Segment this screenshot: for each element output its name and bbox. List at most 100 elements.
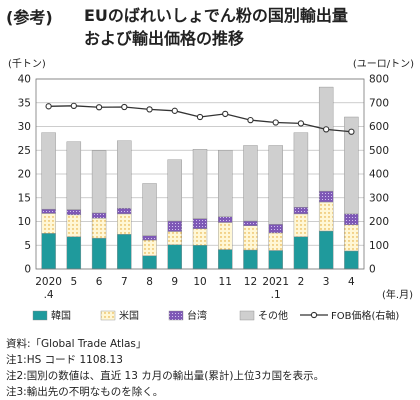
note-2: 注2:国別の数値は、直近 13 カ月の輸出量(累計)上位3カ国を表示。 [6,370,325,382]
x-tick-label: 8 [146,276,153,288]
bar-taiwan [117,207,132,215]
fob-price-point [171,107,178,114]
fob-price-point [348,128,355,135]
legend-usa-swatch [100,310,116,321]
x-axis-unit: (年.月) [382,288,413,301]
fob-price-point [121,103,128,111]
right-tick-label: 800 [369,74,389,86]
bar-other [142,183,157,236]
bar-usa [192,228,208,246]
bar-other [91,150,107,214]
legend-usa-label: 米国 [119,309,139,322]
legend: 韓国 米国 台湾 その他 FOB価格(右軸) [32,309,399,322]
bar-usa [117,213,132,235]
legend-taiwan-swatch [168,310,184,321]
legend-fob-label: FOB価格(右軸) [331,309,399,322]
left-tick-label: 20 [18,169,31,181]
bar-taiwan [91,212,107,219]
bar-taiwan [268,224,283,234]
bar-usa [91,217,107,239]
chart-title-line1: EUのばれいしょでん粉の国別輸出量 [84,6,348,25]
right-tick-label: 700 [369,97,389,109]
left-tick-label: 30 [18,121,31,133]
bar-other [192,149,208,219]
fob-price-point [272,119,279,126]
bar-taiwan [243,220,258,226]
bar-korea [142,255,157,270]
bar-usa [243,225,258,251]
bar-korea [91,237,107,270]
chart-title: EUのばれいしょでん粉の国別輸出量 および輸出価格の推移 [84,4,414,50]
bar-korea [344,250,359,270]
note-1: 注1:HS コード 1108.13 [6,354,123,366]
bar-other [318,86,334,192]
left-tick-label: 5 [24,240,31,252]
bar-usa [268,232,283,251]
notes: 資料:「Global Trade Atlas」 注1:HS コード 1108.1… [6,336,324,400]
bar-taiwan [167,220,182,232]
legend-fob-marker [310,311,318,319]
bar-taiwan [218,216,233,223]
bar-other [218,150,233,217]
bar-taiwan [293,207,309,215]
right-tick-label: 100 [369,240,389,252]
fob-price-point [196,113,204,121]
bar-other [293,132,309,208]
note-source: 資料:「Global Trade Atlas」 [6,338,147,350]
bar-other [243,145,258,222]
bar-other [268,145,283,225]
legend-korea-swatch [32,310,48,321]
bar-taiwan [41,208,56,214]
x-tick-label: 2020 [35,276,62,288]
bar-korea [41,233,56,270]
left-tick-label: 40 [18,74,31,86]
bar-taiwan [318,190,334,203]
bar-usa [41,213,56,234]
title-prefix: (参考) [6,8,53,27]
bars [41,86,359,270]
fob-price-point [297,120,305,127]
left-tick-label: 25 [18,145,31,157]
axes: 0510152025303540010020030040050060070080… [8,58,414,301]
bar-usa [344,224,359,252]
fob-price-point [45,103,52,110]
fob-price-point [247,116,254,124]
bar-usa [318,201,334,232]
x-tick-label: 10 [193,276,206,288]
fob-price-point [70,102,77,109]
plot-frame [35,78,365,270]
bar-other [66,141,82,210]
legend-other-swatch [239,310,255,321]
fob-price-point [222,110,229,118]
bar-usa [66,214,82,237]
fob-price-point [95,104,103,111]
right-tick-label: 400 [369,169,389,181]
note-3: 注3:輸出先の不明なものを除く。 [6,386,164,398]
x-tick-label: 2021 [262,276,289,288]
bar-taiwan [344,213,359,226]
x-tick-label: 4 [348,276,355,288]
x-tick-label: 3 [323,276,330,288]
bar-korea [318,230,334,270]
fob-line [45,102,355,135]
bar-taiwan [142,235,157,241]
left-tick-label: 10 [18,216,31,228]
right-tick-label: 300 [369,192,389,204]
bar-korea [192,245,208,270]
bar-usa [293,213,309,237]
x-tick-label: .1 [271,289,281,301]
right-axis-unit: (ユーロ/トン) [353,59,414,70]
right-tick-label: 0 [369,264,376,276]
bar-other [41,132,56,210]
fob-price-point [323,126,330,133]
bar-usa [167,231,182,245]
bar-other [167,159,182,222]
stacked-bar-line-chart: 0510152025303540010020030040050060070080… [8,58,414,322]
x-tick-label: 2 [298,276,305,288]
bar-korea [293,236,309,270]
x-tick-label: 6 [96,276,103,288]
left-axis-unit: (千トン) [8,58,46,70]
x-tick-label: 12 [244,276,257,288]
bar-korea [117,234,132,270]
